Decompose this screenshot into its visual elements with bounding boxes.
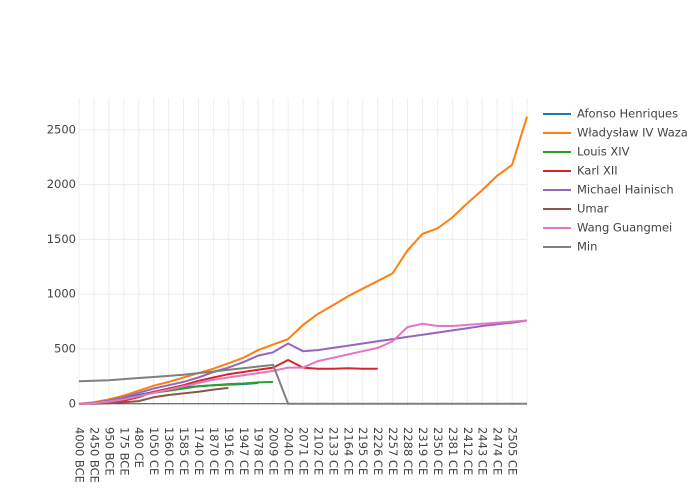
series-line xyxy=(78,358,378,405)
legend-label: Min xyxy=(577,240,597,254)
legend-label: Umar xyxy=(577,202,609,216)
x-tick-label: 2102 CE xyxy=(311,427,325,475)
x-tick-label: 2040 CE xyxy=(282,427,296,475)
x-tick-label: 2474 CE xyxy=(491,427,505,475)
x-tick-label: 1916 CE xyxy=(222,427,236,475)
x-tick-label: 2133 CE xyxy=(326,427,340,475)
series-line xyxy=(78,319,528,405)
x-tick-label: 2257 CE xyxy=(386,427,400,475)
series-line xyxy=(78,363,527,405)
series-line xyxy=(78,319,528,405)
y-tick-label: 1000 xyxy=(47,287,76,301)
x-tick-label: 2412 CE xyxy=(461,427,475,475)
y-tick-label: 2500 xyxy=(47,122,76,136)
x-tick-label: 1585 CE xyxy=(177,427,191,475)
y-tick-label: 500 xyxy=(54,342,76,356)
legend-label: Władysław IV Waza xyxy=(577,126,688,140)
series-line xyxy=(78,116,528,405)
x-tick-label: 2443 CE xyxy=(476,427,490,475)
x-tick-label: 2009 CE xyxy=(267,427,281,475)
x-tick-label: 1050 CE xyxy=(147,427,161,475)
x-tick-label: 480 CE xyxy=(132,427,146,468)
x-tick-label: 2319 CE xyxy=(416,427,430,475)
x-tick-label: 1740 CE xyxy=(192,427,206,475)
legend-label: Louis XIV xyxy=(577,145,630,159)
x-tick-label: 4000 BCE xyxy=(73,427,87,483)
legend-label: Afonso Henriques xyxy=(577,107,678,121)
x-tick-label: 1870 CE xyxy=(207,427,221,475)
x-tick-label: 2350 CE xyxy=(431,427,445,475)
series-line xyxy=(79,386,229,405)
y-tick-label: 2000 xyxy=(47,177,76,191)
x-tick-label: 1360 CE xyxy=(162,427,176,475)
legend-label: Wang Guangmei xyxy=(577,221,672,235)
y-tick-label: 1500 xyxy=(47,232,76,246)
x-tick-label: 2505 CE xyxy=(506,427,520,475)
legend-label: Michael Hainisch xyxy=(577,183,674,197)
legend-label: Karl XII xyxy=(577,164,618,178)
x-tick-label: 2195 CE xyxy=(356,427,370,475)
x-tick-label: 175 BCE xyxy=(117,427,131,476)
x-tick-label: 2071 CE xyxy=(297,427,311,475)
x-tick-label: 1947 CE xyxy=(237,427,251,475)
x-tick-label: 1978 CE xyxy=(252,427,266,475)
x-tick-label: 2226 CE xyxy=(371,427,385,475)
x-tick-label: 2381 CE xyxy=(446,427,460,475)
x-tick-label: 950 BCE xyxy=(102,427,116,476)
x-tick-label: 2288 CE xyxy=(401,427,415,475)
x-tick-label: 2450 BCE xyxy=(87,427,101,483)
y-tick-label: 0 xyxy=(69,396,76,410)
x-tick-label: 2164 CE xyxy=(341,427,355,475)
